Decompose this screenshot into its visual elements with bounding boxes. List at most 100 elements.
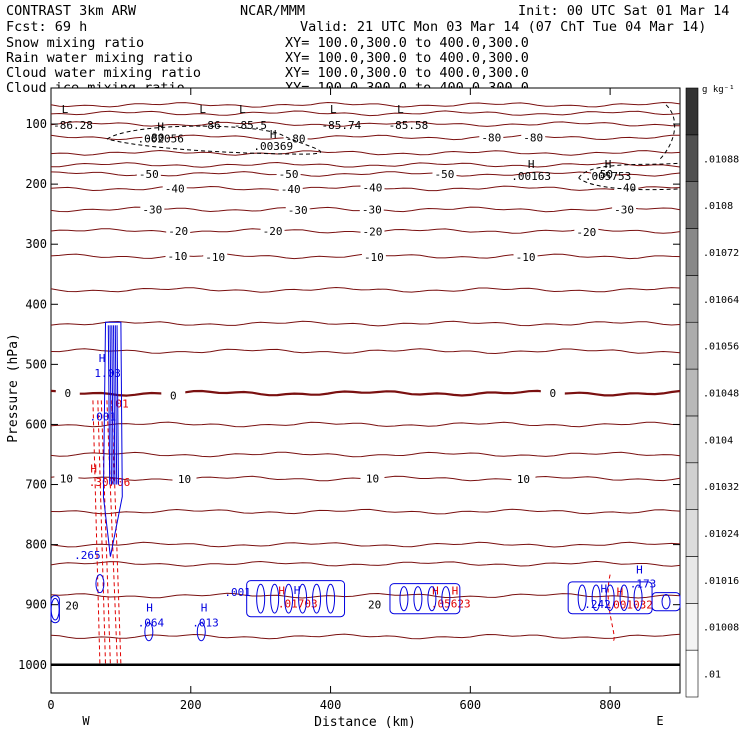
isotherm-label: 0 — [549, 387, 556, 400]
isotherm-label-mask — [360, 225, 385, 238]
isotherm-label: -30 — [288, 204, 308, 217]
isotherm-label-mask — [276, 167, 301, 180]
isotherm-label: -20 — [168, 225, 188, 238]
colorbar: .01 .01008 .01016 .01024 .01032 .0104 .01048 .0… — [685, 85, 739, 698]
cloud-water-contour — [246, 580, 346, 618]
isotherm-label-mask — [54, 472, 79, 485]
header-org: NCAR/MMM — [240, 3, 305, 19]
low-temp-marker: L — [397, 103, 404, 116]
colorbar-swatch — [685, 603, 699, 651]
isotherm-line — [50, 592, 681, 599]
cloud-water-label: .001 — [224, 586, 251, 599]
low-temp-value: -85.5 — [234, 119, 267, 132]
isotherm-label-mask — [540, 387, 565, 400]
rain-contour — [100, 400, 111, 665]
isotherm-label: 0 — [170, 390, 177, 403]
isotherm-label: -30 — [142, 203, 162, 216]
cloud-water-max-marker: H — [99, 352, 106, 365]
colorbar-label: .01016 — [703, 576, 739, 587]
y-axis-title: Pressure (hPa) — [6, 333, 21, 443]
cloud-water-max-marker: H — [601, 583, 608, 596]
rain-label: .307 — [89, 476, 116, 489]
rain-label: 06 — [117, 476, 130, 489]
isotherm-label: 20 — [65, 599, 78, 612]
y-tick-label: 300 — [25, 237, 47, 251]
rain-contour — [607, 574, 615, 641]
rain-max-marker: H — [452, 584, 459, 597]
colorbar-label: .01088 — [703, 154, 739, 165]
rain-contour — [106, 400, 118, 665]
snow-max-marker: H — [157, 120, 164, 133]
legend-snow-xy: XY= 100.0,300.0 to 400.0,300.0 — [285, 35, 529, 51]
header-model-title: CONTRAST 3km ARW — [6, 3, 137, 19]
colorbar-unit: g kg⁻¹ — [702, 85, 735, 95]
isotherm-label: -20 — [576, 226, 596, 239]
rain-max-marker: H — [617, 586, 624, 599]
isotherm-label-mask — [591, 167, 616, 180]
isotherm-label-mask — [612, 203, 637, 216]
rain-label: .01 — [109, 397, 129, 410]
isotherm-label-mask — [162, 182, 187, 195]
y-tick-label: 1000 — [18, 658, 47, 672]
isotherm-label: -80 — [481, 131, 501, 144]
isotherm-label-mask — [172, 473, 197, 486]
colorbar-label: .01056 — [703, 342, 739, 353]
isotherm-label-mask — [142, 131, 167, 144]
colorbar-label: .0108 — [703, 201, 733, 212]
cloud-water-max-marker: H — [294, 584, 301, 597]
rain-max-marker: H — [90, 463, 97, 476]
isotherm-label: -40 — [363, 182, 383, 195]
low-temp-marker: L — [330, 103, 337, 116]
cloud-water-contour — [326, 583, 336, 614]
x-axis-title: Distance (km) — [314, 715, 416, 730]
low-temp-value: -85.58 — [389, 119, 429, 132]
isotherm-label-mask — [574, 226, 599, 239]
header-init-time: Init: 00 UTC Sat 01 Mar 14 — [518, 3, 729, 19]
cloud-water-contour — [413, 586, 423, 612]
cloud-water-label: .173 — [630, 578, 657, 591]
snow-max-marker: H — [605, 158, 612, 171]
cloud-water-contour — [107, 325, 111, 485]
isotherm-label: -20 — [363, 226, 383, 239]
isotherm-label: 10 — [60, 473, 73, 486]
cloud-water-max-marker: H — [146, 601, 153, 614]
isotherm-label-mask — [359, 203, 384, 216]
isotherm-label: 10 — [366, 473, 379, 486]
isotherm-line — [50, 286, 681, 293]
low-temp-value: -86 — [201, 119, 221, 132]
isotherm-label: -80 — [286, 132, 306, 145]
isotherm-line — [50, 541, 681, 548]
y-tick-label: 800 — [25, 538, 47, 552]
cloud-water-contour — [389, 583, 461, 615]
low-temp-marker: L — [239, 103, 246, 116]
y-tick-label: 400 — [25, 297, 47, 311]
colorbar-swatch — [685, 462, 699, 510]
snow-contour — [658, 104, 676, 161]
isotherm-label-mask — [521, 131, 546, 144]
isotherm-label: -80 — [144, 131, 164, 144]
isotherm-label-mask — [283, 132, 308, 145]
isotherm-label: 10 — [178, 473, 191, 486]
y-tick-label: 200 — [25, 177, 47, 191]
y-tick-label: 500 — [25, 357, 47, 371]
y-tick-label: 600 — [25, 417, 47, 431]
cloud-water-contour — [102, 321, 123, 557]
legend-cloud-water-xy: XY= 100.0,300.0 to 400.0,300.0 — [285, 65, 529, 81]
isotherm-label-mask — [165, 250, 190, 263]
isotherm-line — [50, 560, 681, 567]
isotherm-label-mask — [140, 203, 165, 216]
isotherm-label-mask — [55, 387, 80, 400]
isotherm-label-mask — [511, 473, 536, 486]
colorbar-swatch — [685, 275, 699, 323]
colorbar-label: .0104 — [703, 435, 733, 446]
legend-rain-label: Rain water mixing ratio — [6, 50, 193, 66]
isotherm-label-mask — [203, 250, 228, 263]
snow-contour — [578, 162, 681, 191]
isotherm-line — [50, 633, 681, 640]
snow-max-value: .002056 — [138, 132, 184, 145]
cloud-water-contour — [113, 325, 116, 485]
colorbar-label: .01072 — [703, 248, 739, 259]
cloud-water-contour — [399, 586, 409, 612]
isotherm-label: -40 — [165, 182, 185, 195]
isotherm-label-mask — [361, 250, 386, 263]
